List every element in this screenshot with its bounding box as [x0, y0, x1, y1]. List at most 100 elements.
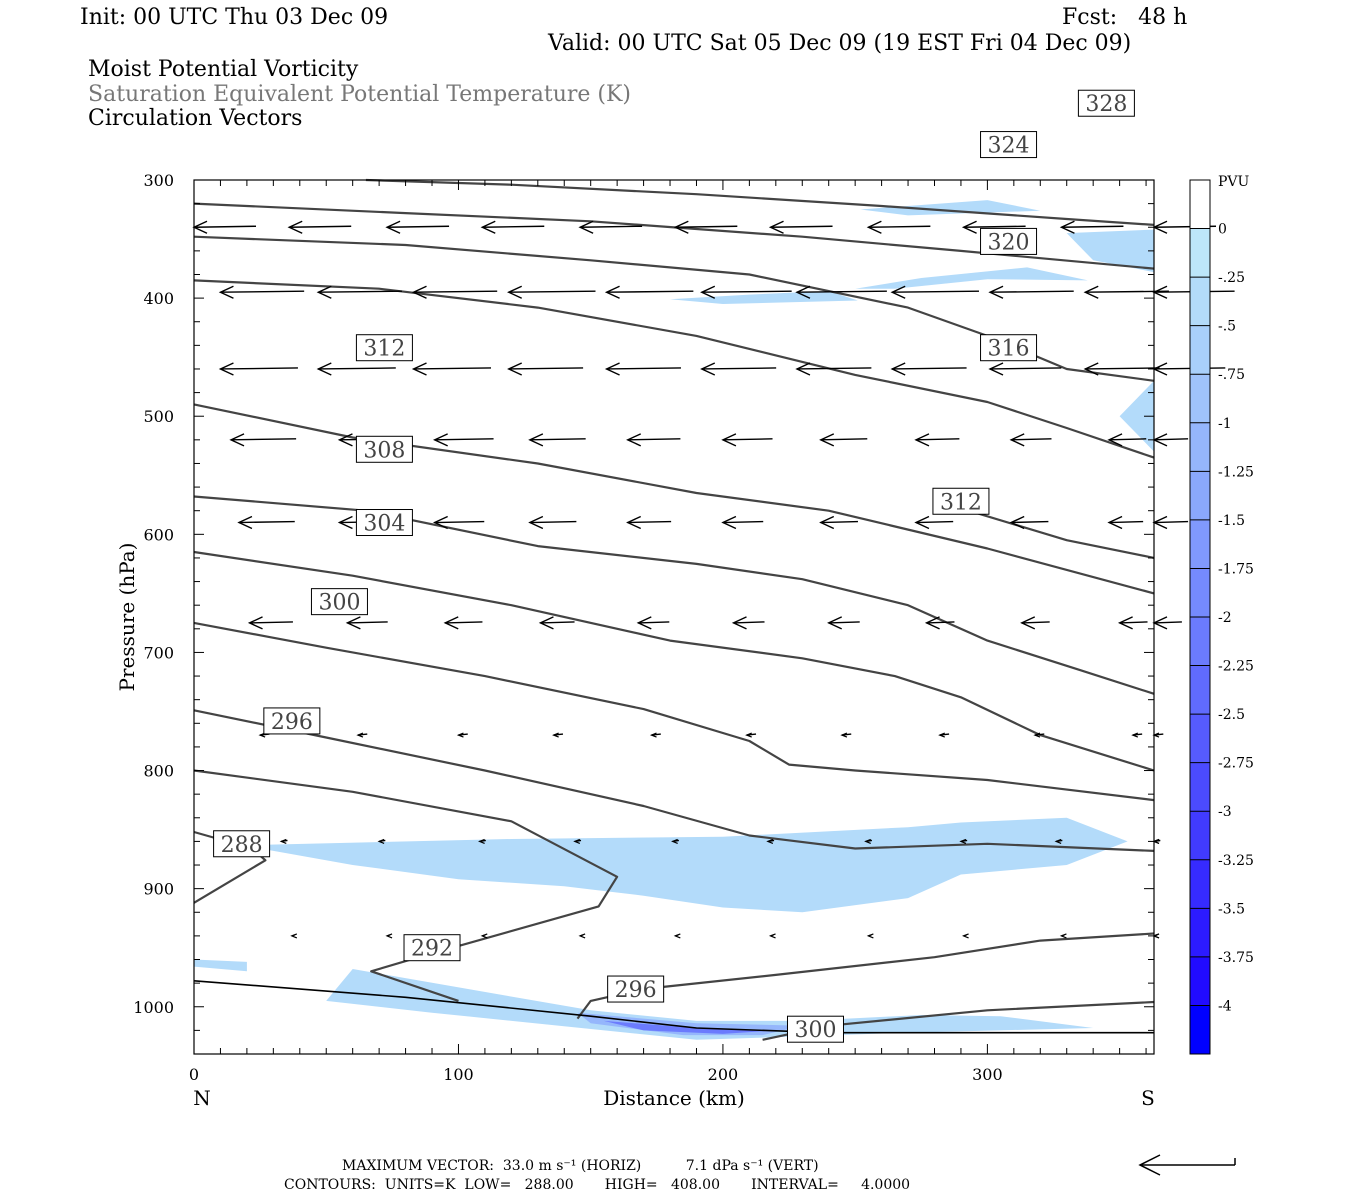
circulation-vector: [866, 933, 874, 939]
vector-head: [673, 933, 681, 939]
vector-head: [290, 933, 298, 939]
circulation-vector: [768, 220, 833, 234]
circulation-vector: [795, 285, 887, 299]
contour-label: 324: [988, 134, 1030, 159]
legend-level-label: -3.25: [1218, 853, 1254, 869]
vector-head: [959, 838, 967, 844]
legend-color-swatch: [1190, 665, 1210, 715]
vector-shaft: [249, 621, 293, 624]
vector-head: [988, 285, 1004, 299]
contour-label-box: [1077, 89, 1135, 117]
vector-shaft: [387, 225, 450, 228]
legend-level-label: -.5: [1218, 319, 1236, 335]
legend-color-swatch: [1190, 277, 1210, 326]
vector-shaft: [915, 438, 960, 441]
vector-head: [528, 433, 544, 447]
vector-shaft: [627, 438, 681, 441]
legend-title: PVU: [1218, 174, 1250, 190]
vector-shaft: [413, 367, 492, 370]
vector-head: [604, 362, 620, 376]
circulation-vector: [229, 433, 297, 447]
theta-es-contour-312: [193, 403, 1155, 595]
circulation-vector: [290, 933, 298, 939]
circulation-vector: [961, 933, 969, 939]
contour-label: 288: [221, 833, 263, 858]
vector-shaft: [675, 225, 738, 228]
vector-head: [768, 933, 776, 939]
legend-color-swatch: [1190, 762, 1210, 812]
circulation-vector: [626, 433, 681, 447]
y-tick-label: 700: [143, 643, 174, 662]
legend-color-swatch: [1190, 325, 1210, 375]
vector-head: [337, 515, 353, 530]
vector-shaft: [434, 520, 485, 524]
circulation-vector: [959, 838, 968, 844]
circulation-vector: [988, 362, 1062, 376]
vector-shaft: [892, 290, 979, 293]
vector-head: [411, 362, 427, 376]
theta-es-contour-312: [960, 507, 1155, 559]
vector-head: [356, 732, 364, 738]
vector-head: [287, 220, 303, 234]
circulation-vector: [1107, 515, 1144, 530]
vector-shaft: [1153, 621, 1182, 624]
circulation-vector: [385, 933, 393, 939]
legend-color-swatch: [1190, 908, 1210, 957]
theta-es-contour-316: [193, 279, 1155, 459]
vector-shaft: [413, 290, 498, 293]
legend-level-label: -2.5: [1218, 707, 1245, 723]
vector-head: [345, 616, 361, 630]
vector-head: [218, 362, 234, 376]
vector-shaft: [508, 367, 584, 370]
y-tick-label: 500: [143, 407, 174, 426]
x-tick-label: 200: [708, 1065, 739, 1084]
circulation-vector: [432, 515, 485, 530]
contour-label: 308: [363, 438, 405, 463]
vector-shaft: [606, 367, 681, 370]
vector-shaft: [529, 520, 577, 524]
vector-shaft: [701, 367, 777, 370]
circulation-vector: [507, 285, 596, 299]
vector-shaft: [915, 520, 954, 524]
vector-head: [721, 433, 737, 447]
vector-head: [1131, 732, 1139, 738]
contour-label-box: [980, 334, 1038, 362]
contour-label-box: [355, 334, 413, 362]
contour-label-box: [607, 975, 665, 1003]
x-tick-label: 0: [189, 1065, 199, 1084]
contour-label-box: [310, 588, 368, 616]
x-tick-label: 300: [972, 1065, 1003, 1084]
legend-color-swatch: [1190, 519, 1210, 569]
vector-head: [1107, 515, 1123, 530]
vector-shaft: [1085, 367, 1160, 370]
vector-shaft: [1109, 520, 1144, 524]
legend-color-swatch: [1190, 228, 1210, 278]
vector-head: [914, 515, 930, 530]
legend-color-swatch: [1190, 568, 1210, 617]
theta-es-contour-layer: [193, 178, 1155, 1041]
legend-level-label: -2: [1218, 610, 1232, 626]
circulation-vector: [1054, 838, 1063, 844]
vector-head: [432, 433, 448, 447]
vector-head: [538, 616, 554, 630]
legend-level-label: -.75: [1218, 367, 1245, 383]
reference-vector-head: [1138, 1154, 1161, 1176]
circulation-vector: [745, 732, 757, 738]
axis-layer: 300 400 500 600 700 800 900 1000 0 100 200 300 Dista…: [115, 171, 1155, 1110]
vector-head: [443, 616, 459, 630]
circulation-vector: [604, 285, 694, 299]
legend-color-swatch: [1190, 180, 1210, 229]
legend-color-swatch: [1190, 422, 1210, 472]
vector-head: [766, 838, 774, 844]
vector-head: [1059, 933, 1067, 939]
mpv-shaded-region: [603, 1020, 776, 1034]
vector-head: [432, 515, 448, 530]
circulation-vector: [411, 285, 498, 299]
circulation-vector: [1152, 933, 1160, 939]
circulation-vector: [1020, 616, 1050, 630]
vector-shaft: [231, 438, 297, 441]
vector-shaft: [892, 367, 967, 370]
max-vector-note: MAXIMUM VECTOR: 33.0 m s⁻¹ (HORIZ) 7.1 d…: [342, 1158, 819, 1174]
contour-label-box: [355, 435, 413, 463]
vector-shaft: [868, 225, 931, 228]
